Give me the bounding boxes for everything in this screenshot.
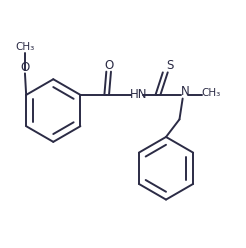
- Text: HN: HN: [130, 88, 148, 101]
- Text: CH₃: CH₃: [201, 88, 220, 98]
- Text: S: S: [167, 59, 174, 72]
- Text: O: O: [104, 59, 113, 72]
- Text: CH₃: CH₃: [15, 42, 35, 52]
- Text: N: N: [181, 86, 189, 98]
- Text: O: O: [20, 62, 30, 74]
